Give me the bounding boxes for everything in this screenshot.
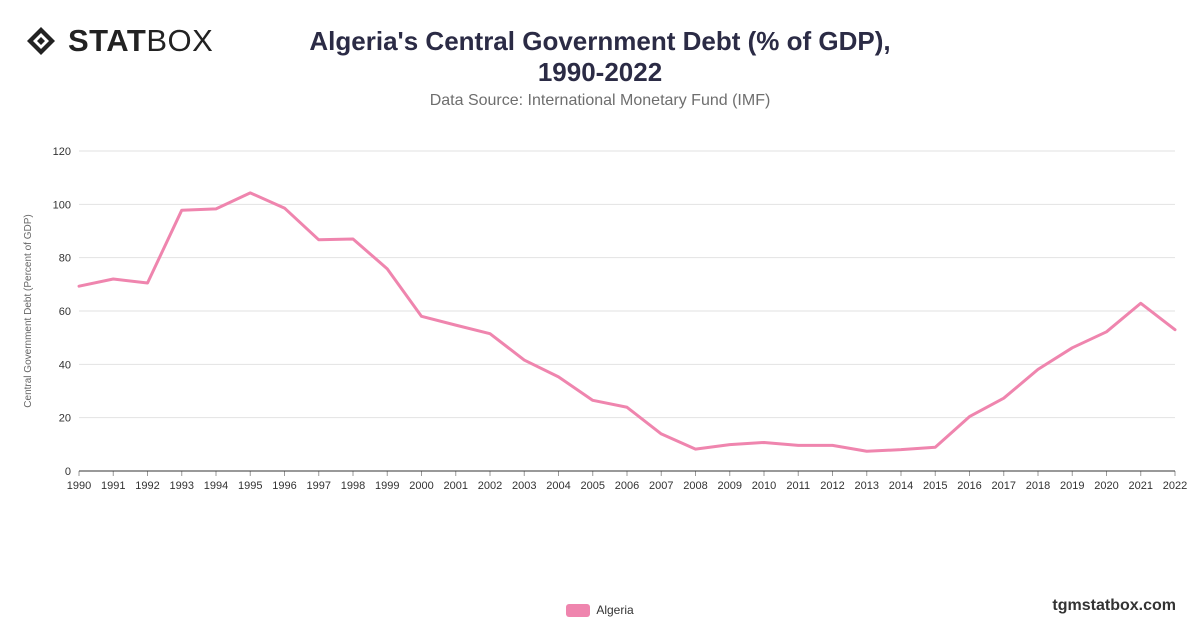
x-tick-label: 1997 bbox=[307, 480, 331, 492]
data-point[interactable] bbox=[1103, 328, 1111, 336]
x-tick-labels: 1990 1991 1992 1993 1994 1995 1996 1997 1998 1999… bbox=[67, 471, 1187, 492]
data-point[interactable] bbox=[75, 282, 83, 290]
data-point[interactable] bbox=[760, 438, 768, 446]
x-tick-label: 1992 bbox=[135, 480, 159, 492]
x-tick-label: 2010 bbox=[752, 480, 776, 492]
data-point[interactable] bbox=[863, 447, 871, 455]
chart-title: Algeria's Central Government Debt (% of … bbox=[250, 26, 950, 88]
x-tick-label: 2006 bbox=[615, 480, 639, 492]
x-tick-label: 2005 bbox=[581, 480, 605, 492]
data-point[interactable] bbox=[1000, 394, 1008, 402]
data-point[interactable] bbox=[555, 373, 563, 381]
x-tick-label: 2004 bbox=[546, 480, 570, 492]
data-point[interactable] bbox=[1068, 344, 1076, 352]
data-point[interactable] bbox=[246, 189, 254, 197]
data-point[interactable] bbox=[383, 265, 391, 273]
y-tick-label: 100 bbox=[53, 199, 71, 211]
y-tick-label: 60 bbox=[59, 306, 71, 318]
x-tick-label: 2014 bbox=[889, 480, 913, 492]
x-tick-label: 2017 bbox=[992, 480, 1016, 492]
data-point[interactable] bbox=[726, 441, 734, 449]
data-point[interactable] bbox=[212, 205, 220, 213]
logo-text: STATBOX bbox=[68, 24, 213, 58]
logo-text-bold: STAT bbox=[68, 23, 147, 58]
x-tick-label: 2012 bbox=[820, 480, 844, 492]
grid-lines bbox=[79, 150, 1175, 419]
data-point[interactable] bbox=[178, 206, 186, 214]
x-tick-label: 1995 bbox=[238, 480, 262, 492]
data-point[interactable] bbox=[349, 235, 357, 243]
data-point[interactable] bbox=[144, 279, 152, 287]
y-tick-label: 120 bbox=[53, 146, 71, 158]
x-tick-label: 1994 bbox=[204, 480, 228, 492]
y-tick-label: 0 bbox=[65, 466, 71, 478]
legend[interactable]: Algeria bbox=[0, 603, 1200, 617]
x-tick-label: 2019 bbox=[1060, 480, 1084, 492]
x-tick-label: 1993 bbox=[170, 480, 194, 492]
y-tick-label: 80 bbox=[59, 253, 71, 265]
diamond-logo-icon bbox=[27, 27, 55, 55]
data-point[interactable] bbox=[794, 441, 802, 449]
data-point[interactable] bbox=[966, 413, 974, 421]
logo-text-light: BOX bbox=[146, 23, 214, 58]
data-point[interactable] bbox=[897, 446, 905, 454]
series-line-algeria bbox=[77, 191, 1177, 453]
y-axis-label: Central Government Debt (Percent of GDP) bbox=[23, 214, 34, 407]
x-tick-label: 2003 bbox=[512, 480, 536, 492]
data-point[interactable] bbox=[281, 204, 289, 212]
y-tick-labels: 0 20 40 60 80 100 120 bbox=[53, 146, 71, 478]
x-tick-label: 1996 bbox=[272, 480, 296, 492]
x-tick-label: 2021 bbox=[1129, 480, 1153, 492]
x-tick-label: 1998 bbox=[341, 480, 365, 492]
x-tick-label: 2001 bbox=[444, 480, 468, 492]
data-point[interactable] bbox=[452, 321, 460, 329]
data-point[interactable] bbox=[418, 312, 426, 320]
chart-title-line-2: 1990-2022 bbox=[537, 57, 663, 87]
data-point[interactable] bbox=[315, 236, 323, 244]
legend-swatch-algeria bbox=[566, 603, 591, 617]
x-tick-label: 2020 bbox=[1094, 480, 1118, 492]
x-tick-label: 2008 bbox=[683, 480, 707, 492]
x-tick-label: 2009 bbox=[718, 480, 742, 492]
y-tick-label: 40 bbox=[59, 359, 71, 371]
x-tick-label: 2000 bbox=[409, 480, 433, 492]
data-point[interactable] bbox=[486, 330, 494, 338]
data-point[interactable] bbox=[692, 445, 700, 453]
data-point[interactable] bbox=[931, 443, 939, 451]
data-point[interactable] bbox=[623, 403, 631, 411]
series-algeria bbox=[75, 189, 1179, 455]
x-tick-label: 1991 bbox=[101, 480, 125, 492]
data-point[interactable] bbox=[589, 396, 597, 404]
chart-title-line-1: Algeria's Central Government Debt (% of … bbox=[309, 26, 891, 56]
x-tick-label: 2015 bbox=[923, 480, 947, 492]
x-tick-label: 1999 bbox=[375, 480, 399, 492]
data-point[interactable] bbox=[657, 430, 665, 438]
data-point[interactable] bbox=[1034, 365, 1042, 373]
data-point[interactable] bbox=[520, 356, 528, 364]
x-tick-label: 2002 bbox=[478, 480, 502, 492]
legend-label-algeria[interactable]: Algeria bbox=[596, 603, 634, 617]
x-tick-label: 2022 bbox=[1163, 480, 1187, 492]
data-point[interactable] bbox=[1171, 326, 1179, 334]
y-tick-label: 20 bbox=[59, 413, 71, 425]
x-tick-label: 2016 bbox=[957, 480, 981, 492]
x-tick-label: 2007 bbox=[649, 480, 673, 492]
statbox-logo: STATBOX bbox=[26, 24, 213, 58]
data-point[interactable] bbox=[1137, 299, 1145, 307]
x-tick-label: 2011 bbox=[786, 480, 810, 492]
x-tick-label: 1990 bbox=[67, 480, 91, 492]
website-credit: tgmstatbox.com bbox=[1052, 597, 1176, 614]
chart-subtitle: Data Source: International Monetary Fund… bbox=[429, 92, 771, 109]
data-point[interactable] bbox=[829, 441, 837, 449]
x-tick-label: 2013 bbox=[855, 480, 879, 492]
x-tick-label: 2018 bbox=[1026, 480, 1050, 492]
data-point[interactable] bbox=[109, 275, 117, 283]
